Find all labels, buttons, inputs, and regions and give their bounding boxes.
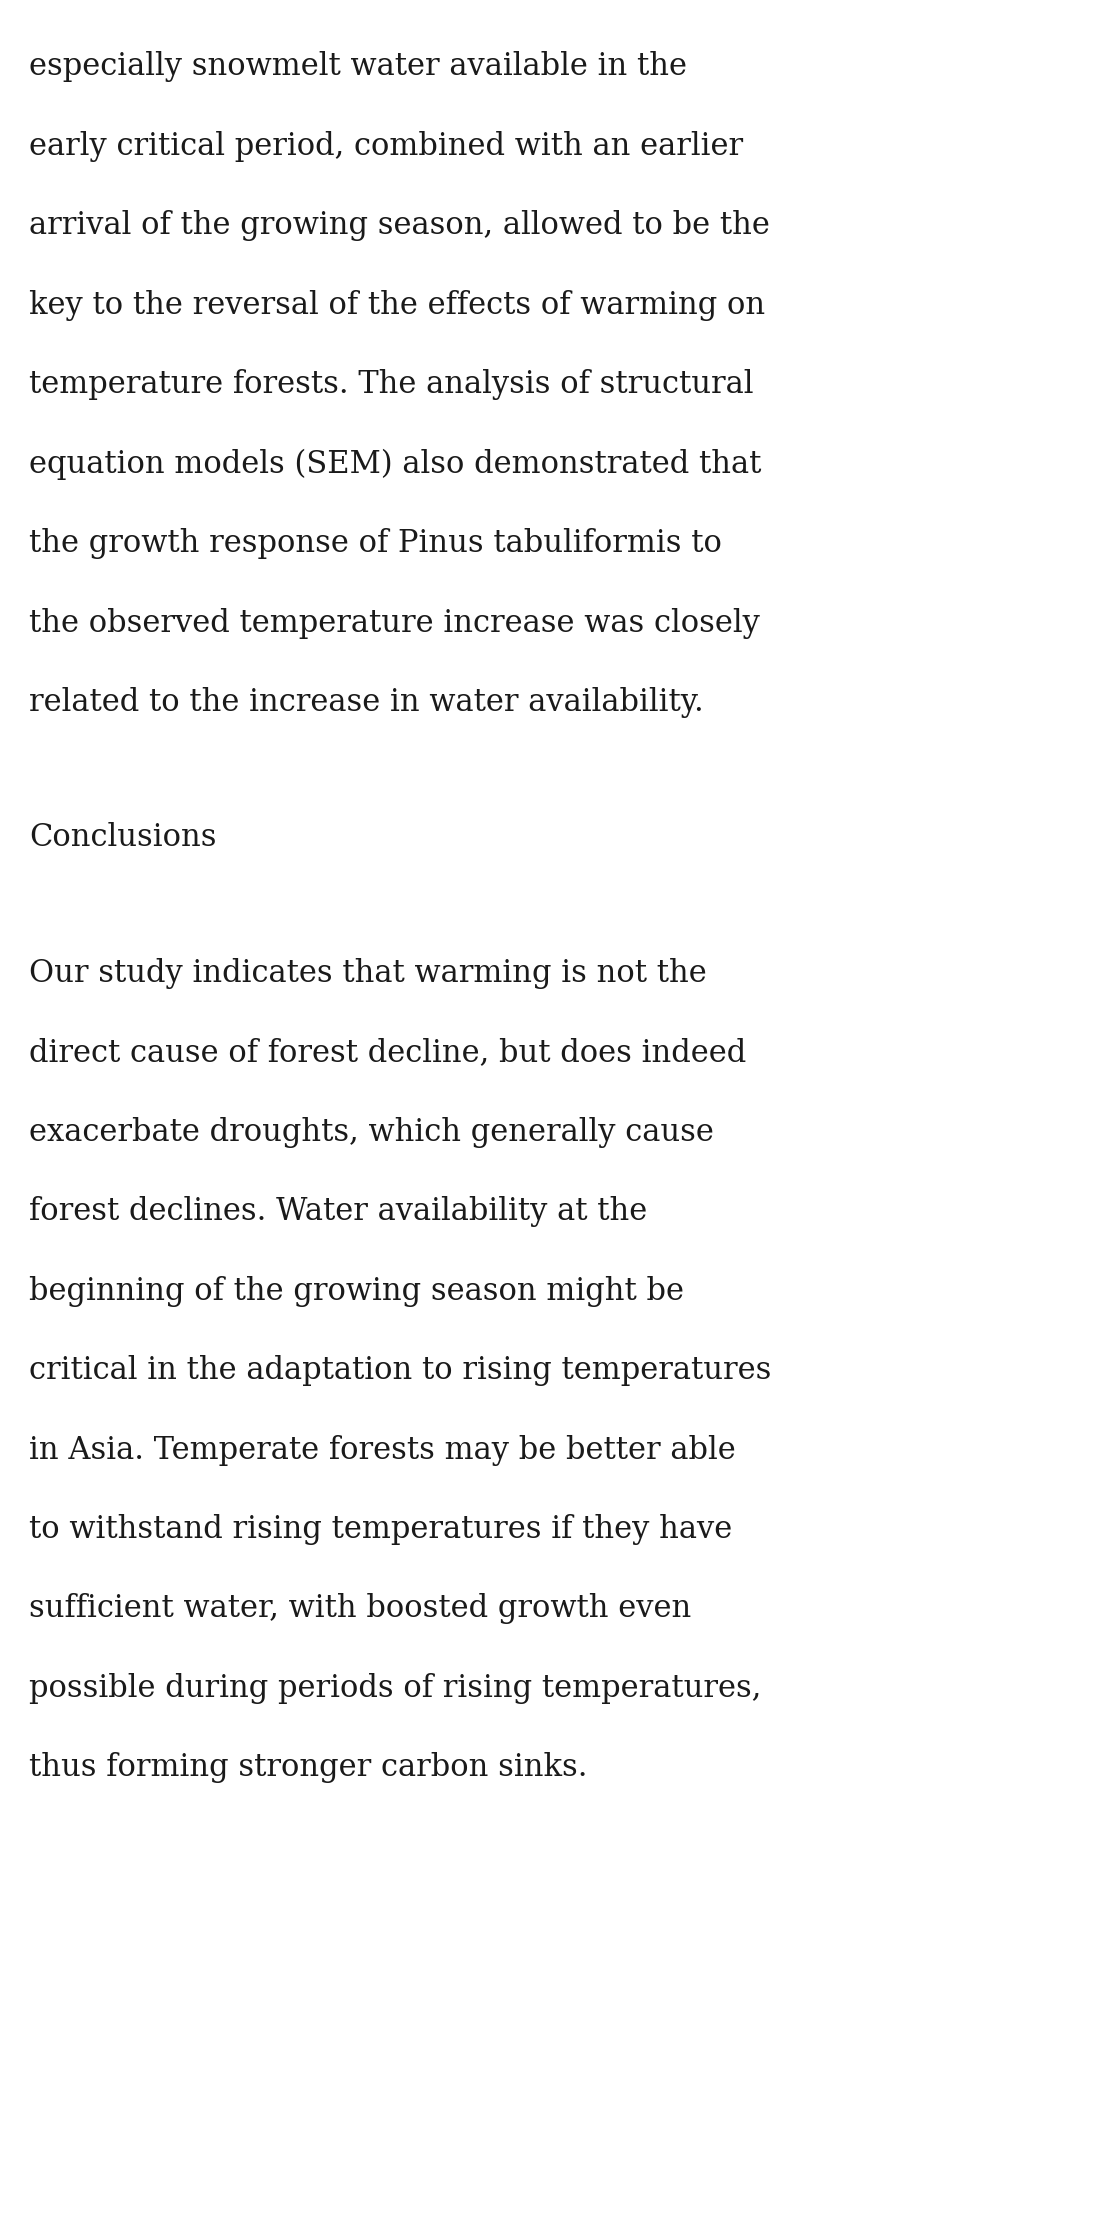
Text: temperature forests. The analysis of structural: temperature forests. The analysis of str… <box>29 369 754 401</box>
Text: the growth response of Pinus tabuliformis to: the growth response of Pinus tabuliformi… <box>29 528 722 560</box>
Text: beginning of the growing season might be: beginning of the growing season might be <box>29 1276 684 1307</box>
Text: critical in the adaptation to rising temperatures: critical in the adaptation to rising tem… <box>29 1354 772 1385</box>
Text: in Asia. Temperate forests may be better able: in Asia. Temperate forests may be better… <box>29 1435 736 1466</box>
Text: possible during periods of rising temperatures,: possible during periods of rising temper… <box>29 1672 762 1703</box>
Text: related to the increase in water availability.: related to the increase in water availab… <box>29 687 704 718</box>
Text: exacerbate droughts, which generally cause: exacerbate droughts, which generally cau… <box>29 1117 714 1148</box>
Text: to withstand rising temperatures if they have: to withstand rising temperatures if they… <box>29 1513 733 1544</box>
Text: equation models (SEM) also demonstrated that: equation models (SEM) also demonstrated … <box>29 448 762 479</box>
Text: the observed temperature increase was closely: the observed temperature increase was cl… <box>29 606 760 638</box>
Text: forest declines. Water availability at the: forest declines. Water availability at t… <box>29 1195 647 1226</box>
Text: key to the reversal of the effects of warming on: key to the reversal of the effects of wa… <box>29 289 765 320</box>
Text: thus forming stronger carbon sinks.: thus forming stronger carbon sinks. <box>29 1752 588 1784</box>
Text: Conclusions: Conclusions <box>29 821 217 853</box>
Text: Our study indicates that warming is not the: Our study indicates that warming is not … <box>29 958 707 989</box>
Text: sufficient water, with boosted growth even: sufficient water, with boosted growth ev… <box>29 1593 691 1625</box>
Text: especially snowmelt water available in the: especially snowmelt water available in t… <box>29 51 687 83</box>
Text: early critical period, combined with an earlier: early critical period, combined with an … <box>29 130 743 161</box>
Text: direct cause of forest decline, but does indeed: direct cause of forest decline, but does… <box>29 1036 746 1068</box>
Text: arrival of the growing season, allowed to be the: arrival of the growing season, allowed t… <box>29 210 770 242</box>
